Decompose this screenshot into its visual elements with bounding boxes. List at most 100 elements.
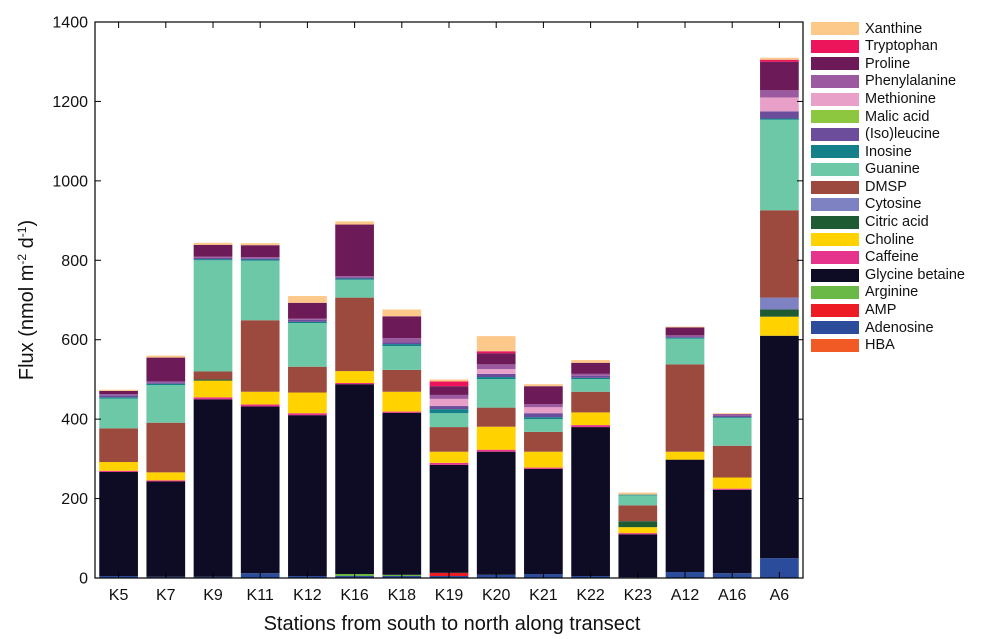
bar-segment-k21-caffeine [524, 467, 563, 469]
bar-segment-a6-dmsp [760, 210, 799, 298]
x-tick-label-k5: K5 [109, 587, 129, 604]
bar-segment-a6-iso-leucine [760, 111, 799, 119]
legend-item-iso-leucine: (Iso)leucine [811, 126, 997, 144]
bar-segment-k12-choline [288, 392, 327, 414]
legend-label: DMSP [865, 178, 907, 195]
x-tick-label-k23: K23 [624, 587, 653, 604]
bar-segment-k7-choline [146, 472, 186, 481]
bar-segment-k18-choline [382, 391, 422, 412]
legend-label: Guanine [865, 161, 920, 178]
bar-segment-k12-guanine [288, 323, 327, 367]
bar-segment-k5-choline [99, 462, 138, 471]
bar-segment-k22-iso-leucine [571, 375, 610, 378]
y-tick-label: 800 [61, 253, 88, 270]
x-tick-label-k7: K7 [156, 587, 176, 604]
bar-segment-k20-xanthine [476, 336, 516, 352]
bar-segment-k21-xanthine [524, 384, 563, 387]
x-tick-label-k16: K16 [340, 587, 369, 604]
legend-item-arginine: Arginine [811, 284, 997, 302]
x-tick-label-k19: K19 [435, 587, 464, 604]
x-tick-label-k22: K22 [576, 587, 605, 604]
bar-segment-k22-guanine [571, 379, 610, 392]
bar-segment-k19-phenylalanine [429, 394, 469, 399]
bar-segment-k16-iso-leucine [335, 277, 374, 279]
bar-segment-k22-caffeine [571, 425, 610, 428]
bar-segment-a16-dmsp [712, 445, 752, 478]
bar-segment-k16-inosine [335, 278, 374, 280]
bar-segment-k23-dmsp [618, 505, 658, 522]
bar-segment-k20-choline [476, 426, 516, 450]
bar-segment-k11-xanthine [240, 243, 280, 246]
bar-segment-k9-xanthine [193, 242, 233, 245]
bar-segment-a16-choline [712, 477, 752, 489]
bar-segment-k16-xanthine [335, 221, 374, 225]
bar-segment-k19-xanthine [429, 379, 469, 382]
legend-swatch [811, 75, 859, 89]
legend-label: Inosine [865, 143, 912, 160]
bar-segment-k9-dmsp [193, 371, 233, 380]
bar-segment-k18-proline [382, 316, 422, 339]
bar-segment-k11-iso-leucine [240, 258, 280, 260]
legend-swatch [811, 22, 859, 36]
bar-segment-k11-phenylalanine [240, 257, 280, 259]
bar-segment-a6-citric-acid [760, 309, 799, 317]
x-tick-label-a16: A16 [718, 587, 747, 604]
bar-segment-k12-inosine [288, 321, 327, 324]
bar-segment-k18-caffeine [382, 411, 422, 413]
legend-item-dmsp: DMSP [811, 178, 997, 196]
legend-item-caffeine: Caffeine [811, 249, 997, 267]
legend-item-inosine: Inosine [811, 143, 997, 161]
bar-segment-k16-caffeine [335, 383, 374, 385]
bar-segment-k20-inosine [476, 377, 516, 380]
bar-segment-k19-tryptophan [429, 381, 469, 387]
bar-segment-k19-inosine [429, 409, 469, 414]
bar-segment-a12-iso-leucine [665, 336, 705, 338]
legend-item-malic-acid: Malic acid [811, 108, 997, 126]
legend-swatch [811, 110, 859, 124]
legend-swatch [811, 338, 859, 352]
bars [99, 57, 799, 578]
legend-swatch [811, 180, 859, 194]
bar-segment-k21-guanine [524, 419, 563, 432]
bar-segment-k7-inosine [146, 383, 186, 385]
bar-segment-k9-phenylalanine [193, 256, 233, 258]
legend-swatch [811, 145, 859, 159]
bar-segment-k5-caffeine [99, 470, 138, 472]
legend-swatch [811, 57, 859, 71]
legend-item-phenylalanine: Phenylalanine [811, 73, 997, 91]
legend-swatch [811, 163, 859, 177]
y-tick-label: 200 [61, 491, 88, 508]
legend-label: Methionine [865, 90, 936, 107]
x-tick-label-a6: A6 [770, 587, 790, 604]
bar-segment-k20-glycine-betaine [476, 451, 516, 575]
bar-segment-k5-xanthine [99, 389, 138, 391]
legend-swatch [811, 233, 859, 247]
legend-swatch [811, 215, 859, 229]
bar-segment-k11-glycine-betaine [240, 406, 280, 574]
legend-label: Phenylalanine [865, 73, 957, 90]
bar-segment-k7-dmsp [146, 422, 186, 473]
legend-label: (Iso)leucine [865, 126, 940, 143]
bar-segment-k21-methionine [524, 407, 563, 414]
bar-segment-a6-cytosine [760, 297, 799, 310]
legend-swatch [811, 127, 859, 141]
bar-segment-k19-proline [429, 386, 469, 395]
bar-segment-k16-dmsp [335, 297, 374, 372]
legend-swatch [811, 321, 859, 335]
bar-segment-k11-dmsp [240, 320, 280, 392]
bar-segment-k12-proline [288, 302, 327, 319]
bar-segment-k18-xanthine [382, 309, 422, 317]
legend-label: Cytosine [865, 196, 922, 213]
legend-label: Xanthine [865, 20, 923, 37]
legend-item-citric-acid: Citric acid [811, 214, 997, 232]
legend-item-hba: HBA [811, 337, 997, 355]
bar-segment-k7-proline [146, 357, 186, 382]
bar-segment-k19-choline [429, 451, 469, 463]
bar-segment-k20-caffeine [476, 449, 516, 452]
legend-item-guanine: Guanine [811, 161, 997, 179]
bar-segment-k21-proline [524, 386, 563, 405]
bar-segment-k21-dmsp [524, 431, 563, 452]
bar-segment-k12-iso-leucine [288, 319, 327, 322]
bar-segment-k11-caffeine [240, 404, 280, 407]
bar-segment-k7-glycine-betaine [146, 481, 186, 577]
